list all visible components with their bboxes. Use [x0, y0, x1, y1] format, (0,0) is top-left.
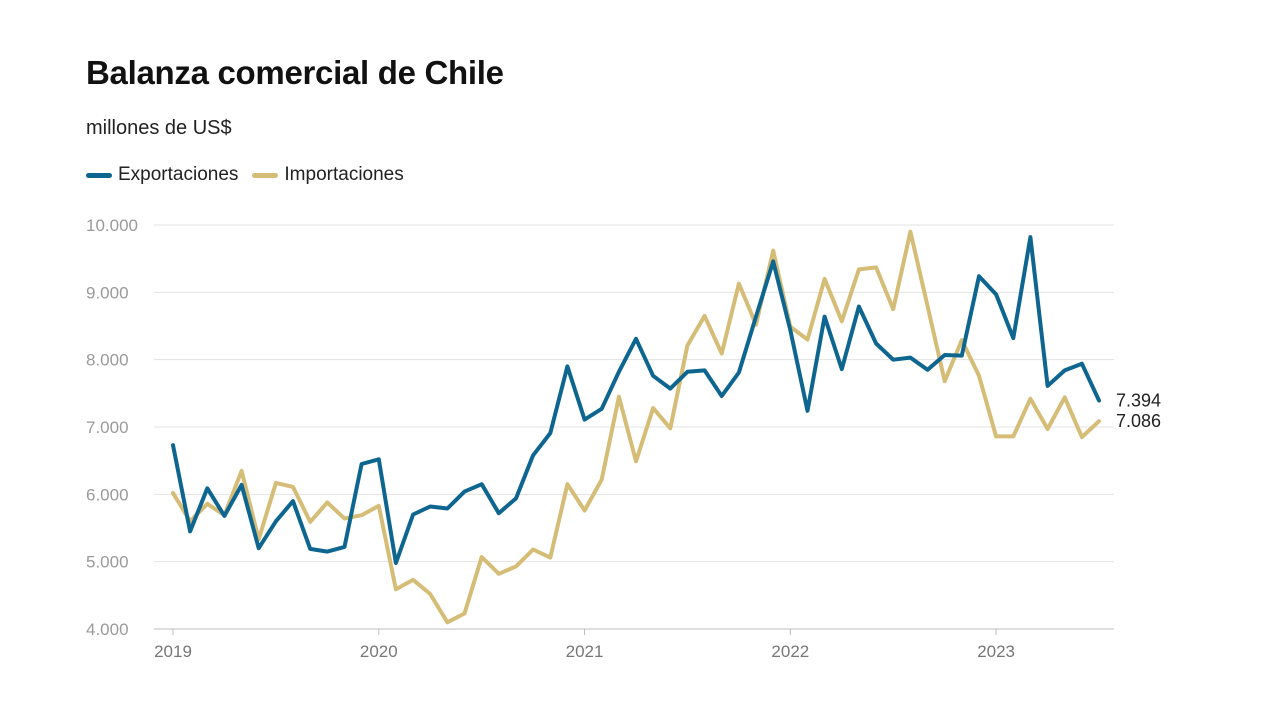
chart-subtitle: millones de US$	[86, 117, 232, 139]
y-tick-label: 6.000	[86, 485, 129, 504]
x-tick-label: 2023	[977, 642, 1015, 661]
y-tick-label: 4.000	[86, 620, 129, 639]
y-axis-ticks: 4.000 5.000 6.000 7.000 8.000 9.000 10.000	[86, 216, 138, 639]
end-label-exportaciones: 7.394	[1116, 390, 1161, 410]
legend-label-importaciones: Importaciones	[284, 164, 404, 185]
x-tick-label: 2020	[360, 642, 398, 661]
y-tick-label: 7.000	[86, 418, 129, 437]
y-tick-label: 8.000	[86, 351, 129, 370]
x-axis-ticks: 2019 2020 2021 2022 2023	[154, 629, 1015, 661]
gridlines	[154, 224, 1114, 630]
x-tick-label: 2022	[771, 642, 809, 661]
legend: Exportaciones Importaciones	[86, 164, 418, 186]
series-line-importaciones	[171, 229, 1101, 625]
x-tick-label: 2021	[566, 642, 604, 661]
y-tick-label: 10.000	[86, 216, 138, 235]
y-tick-label: 9.000	[86, 283, 129, 302]
legend-item-exportaciones: Exportaciones	[86, 164, 238, 186]
y-tick-label: 5.000	[86, 553, 129, 572]
x-tick-label: 2019	[154, 642, 192, 661]
chart-title: Balanza comercial de Chile	[86, 54, 504, 91]
legend-label-exportaciones: Exportaciones	[118, 164, 239, 185]
legend-item-importaciones: Importaciones	[252, 164, 404, 186]
end-label-importaciones: 7.086	[1116, 411, 1161, 431]
legend-swatch-exportaciones	[86, 172, 112, 178]
legend-swatch-importaciones	[252, 172, 279, 178]
series-lines	[171, 229, 1101, 625]
series-line-exportaciones	[171, 235, 1101, 565]
